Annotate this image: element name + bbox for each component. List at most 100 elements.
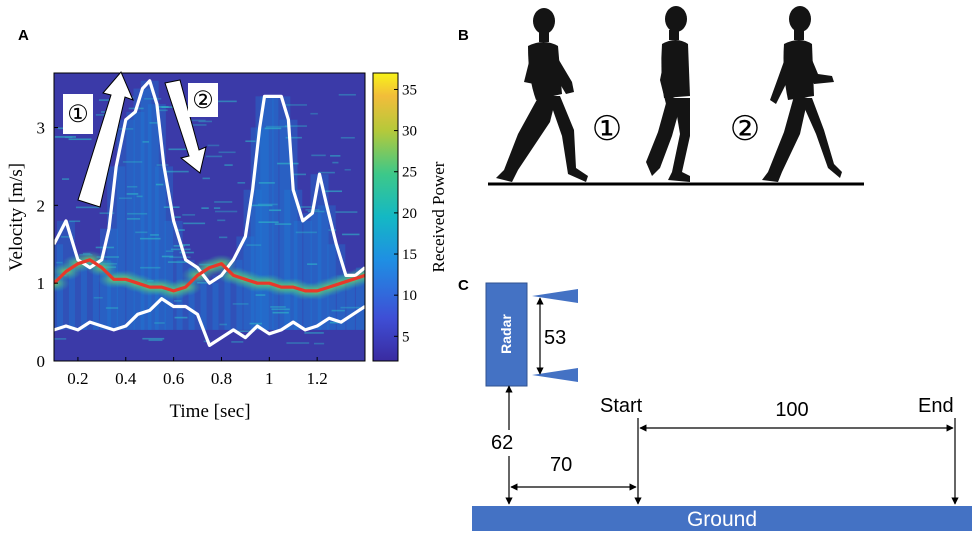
speckle — [173, 300, 182, 302]
x-tick-label: 1 — [265, 369, 274, 388]
y-axis-ticks: 0 1 2 3 — [37, 118, 58, 371]
colorbar-tick-label: 10 — [402, 288, 417, 304]
speckle — [96, 256, 119, 258]
x-tick-label: 0.6 — [163, 369, 184, 388]
speckle — [237, 182, 246, 184]
radar-box — [485, 282, 528, 387]
energy-column — [260, 96, 279, 330]
speckle — [149, 122, 158, 124]
x-tick-label: 1.2 — [307, 369, 328, 388]
phase-marker-1: ① — [592, 111, 622, 148]
energy-column — [303, 213, 322, 330]
speckle — [69, 220, 81, 223]
heatmap-energy — [54, 80, 365, 330]
colorbar-tick-label: 30 — [402, 124, 417, 140]
speckle — [199, 263, 222, 266]
colorbar-tick-label: 35 — [402, 82, 417, 98]
speckle — [166, 170, 189, 173]
energy-column — [356, 267, 365, 330]
x-tick-label: 0.8 — [211, 369, 232, 388]
speckle — [139, 237, 161, 240]
energy-column — [272, 96, 291, 330]
speckle — [165, 250, 174, 253]
speckle — [285, 136, 302, 139]
speckle — [126, 193, 139, 195]
panel-letter-c: C — [458, 277, 469, 294]
speckle — [340, 306, 361, 309]
speckle — [99, 266, 117, 268]
speckle — [183, 124, 207, 126]
speckle — [234, 330, 255, 333]
speckle — [155, 183, 164, 186]
tx-antenna — [532, 289, 578, 303]
speckle — [205, 155, 223, 158]
speckle — [232, 303, 249, 305]
colorbar-tick-label: 5 — [402, 329, 410, 345]
colorbar-ticks: 5 10 15 20 25 30 35 — [394, 82, 417, 345]
speckle — [307, 263, 318, 265]
speckle — [127, 212, 148, 215]
speckle — [249, 204, 273, 207]
speckle — [98, 262, 118, 265]
speckle — [100, 111, 109, 113]
speckle — [142, 337, 165, 340]
annotation-2: ② — [192, 88, 214, 114]
energy-column — [80, 267, 99, 330]
speckle — [135, 231, 148, 234]
colorbar-label: Received Power — [429, 161, 448, 272]
speckle — [148, 339, 163, 342]
speckle — [283, 104, 307, 106]
plot-frame — [53, 72, 366, 362]
speckle — [258, 182, 275, 184]
annotation-2-box — [188, 83, 218, 117]
speckle — [340, 136, 355, 139]
speckle — [331, 309, 345, 312]
annotation-1-box — [63, 94, 93, 134]
speckle — [168, 148, 187, 151]
x-tick-label: 0.4 — [115, 369, 137, 388]
speckle — [258, 221, 279, 223]
energy-column — [133, 88, 152, 330]
y-tick-label: 0 — [37, 352, 46, 371]
colorbar-tick-label: 25 — [402, 165, 417, 181]
speckle — [75, 206, 100, 209]
speckle — [307, 210, 325, 213]
speckle — [291, 173, 307, 176]
speckle — [150, 234, 159, 236]
speckle — [119, 128, 134, 130]
start-label: Start — [600, 395, 643, 417]
speckle — [342, 233, 360, 236]
speckle — [202, 177, 210, 180]
energy-column — [200, 283, 219, 330]
speckle — [174, 316, 188, 319]
speckle — [161, 255, 174, 258]
speckle — [274, 223, 292, 225]
speckle — [126, 218, 141, 220]
energy-column — [293, 220, 312, 330]
speckle — [207, 144, 220, 147]
speckle — [198, 120, 213, 123]
speckle — [157, 109, 168, 112]
radar-label: Radar — [498, 314, 514, 354]
walking-sequence-illustration: ① ② — [488, 6, 864, 186]
speckle — [219, 236, 228, 239]
speckle — [270, 306, 286, 308]
speckle — [271, 308, 290, 311]
speckle — [284, 125, 307, 127]
walker-silhouette-1 — [496, 8, 588, 182]
speckle — [68, 138, 92, 141]
speckle — [144, 97, 162, 100]
series-line-2 — [54, 258, 365, 293]
ground-bar — [472, 506, 972, 531]
y-tick-label: 2 — [37, 196, 46, 215]
speckle — [311, 154, 326, 157]
speckle — [122, 161, 143, 163]
speckle — [182, 244, 190, 246]
speckle — [218, 151, 236, 154]
walker-silhouette-3 — [762, 6, 842, 182]
speckle — [246, 244, 262, 246]
speckle — [257, 203, 278, 206]
height-dimension-value: 62 — [491, 432, 513, 454]
speckle — [118, 197, 132, 200]
